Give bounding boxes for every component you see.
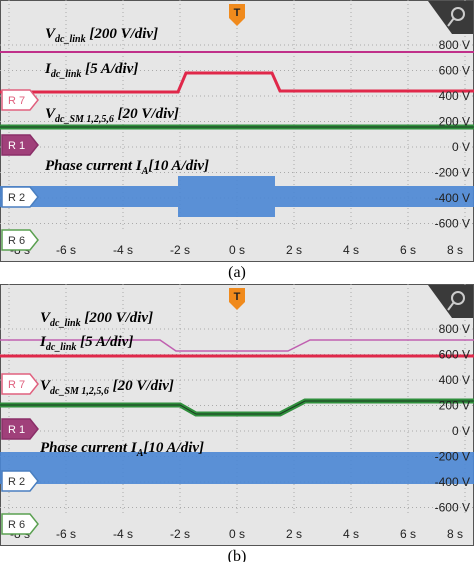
channel-label: R 6 bbox=[8, 519, 25, 531]
y-tick-label: -600 V bbox=[435, 501, 470, 515]
label-scale: [20 V/div] bbox=[109, 378, 174, 394]
label-symbol: I bbox=[39, 334, 47, 350]
y-tick-label: -400 V bbox=[435, 475, 470, 489]
figure-caption: (a) bbox=[228, 264, 246, 281]
channel-badge bbox=[1, 513, 39, 535]
trigger-label: T bbox=[234, 7, 241, 19]
channel-label: R 2 bbox=[8, 476, 25, 488]
zoom-icon bbox=[447, 301, 455, 311]
label-subscript: A bbox=[136, 448, 144, 459]
zoom-icon bbox=[451, 7, 465, 21]
y-tick-label: 400 V bbox=[439, 373, 470, 387]
x-tick-label: 0 s bbox=[229, 243, 245, 257]
y-tick-label: 200 V bbox=[439, 399, 470, 413]
x-tick-label: 2 s bbox=[286, 243, 302, 257]
channel-badge bbox=[1, 470, 39, 492]
waveform bbox=[0, 400, 474, 415]
waveform bbox=[0, 339, 474, 352]
x-tick-label: 6 s bbox=[400, 527, 416, 541]
x-tick-label: 6 s bbox=[400, 243, 416, 257]
waveform bbox=[0, 71, 474, 94]
channel-label: R 2 bbox=[8, 192, 25, 204]
x-tick-label: 8 s bbox=[447, 243, 463, 257]
channel-label: R 1 bbox=[8, 140, 25, 152]
y-tick-label: 0 V bbox=[452, 424, 470, 438]
channel-badge bbox=[1, 89, 39, 111]
channel-badge bbox=[1, 186, 39, 208]
channel-label: R 6 bbox=[8, 235, 25, 247]
y-tick-label: -600 V bbox=[435, 217, 470, 231]
label-subscript: dc_link bbox=[50, 318, 81, 329]
phase-current-trace bbox=[0, 176, 474, 217]
label-symbol: Phase current I bbox=[45, 158, 143, 174]
trace-label: Idc_link [5 A/div] bbox=[44, 61, 138, 80]
label-scale: [200 V/div] bbox=[86, 26, 159, 42]
channel-badge bbox=[1, 229, 39, 251]
channel-badge bbox=[1, 134, 39, 156]
channel-badge bbox=[1, 418, 39, 440]
x-tick-label: 2 s bbox=[286, 527, 302, 541]
label-symbol: V bbox=[45, 106, 57, 122]
x-tick-label: 4 s bbox=[343, 243, 359, 257]
y-tick-label: -200 V bbox=[435, 166, 470, 180]
trigger-marker bbox=[229, 288, 245, 310]
label-scale: [200 V/div] bbox=[81, 310, 154, 326]
trace-label: Vdc_link [200 V/div] bbox=[45, 26, 158, 45]
y-tick-label: 200 V bbox=[439, 115, 470, 129]
x-tick-label: -6 s bbox=[56, 243, 76, 257]
y-tick-label: 400 V bbox=[439, 89, 470, 103]
label-subscript: dc_SM 1,2,5,6 bbox=[50, 386, 109, 397]
x-tick-label: 8 s bbox=[447, 527, 463, 541]
label-scale: [10 A/div] bbox=[143, 440, 204, 456]
x-tick-label: 4 s bbox=[343, 527, 359, 541]
x-tick-label: -4 s bbox=[113, 527, 133, 541]
trace-label: Phase current IA[10 A/div] bbox=[40, 440, 204, 459]
y-tick-label: 600 V bbox=[439, 64, 470, 78]
zoom-icon bbox=[447, 17, 455, 27]
x-tick-label: -2 s bbox=[170, 527, 190, 541]
label-symbol: Phase current I bbox=[40, 440, 138, 456]
trace-label: Vdc_link [200 V/div] bbox=[40, 310, 153, 329]
channel-badge bbox=[1, 373, 39, 395]
y-tick-label: 800 V bbox=[439, 322, 470, 336]
label-symbol: V bbox=[40, 378, 52, 394]
y-tick-label: -400 V bbox=[435, 191, 470, 205]
y-tick-label: 0 V bbox=[452, 140, 470, 154]
label-scale: [5 A/div] bbox=[76, 334, 133, 350]
scope-panel: T Vdc_link [200 V/div] Idc_link [5 A/div] V… bbox=[0, 284, 474, 546]
figure-caption: (b) bbox=[228, 548, 247, 562]
label-symbol: V bbox=[40, 310, 52, 326]
y-tick-label: 800 V bbox=[439, 38, 470, 52]
label-scale: [10 A/div] bbox=[148, 158, 209, 174]
trace-label: Vdc_SM 1,2,5,6 [20 V/div] bbox=[45, 106, 179, 125]
phase-current-trace bbox=[0, 452, 474, 484]
y-tick-label: 600 V bbox=[439, 348, 470, 362]
label-symbol: V bbox=[45, 26, 57, 42]
label-scale: [20 V/div] bbox=[114, 106, 179, 122]
trace-label: Idc_link [5 A/div] bbox=[39, 334, 133, 353]
trace-label: Phase current IA[10 A/div] bbox=[45, 158, 209, 177]
channel-label: R 7 bbox=[8, 95, 25, 107]
channel-label: R 7 bbox=[8, 379, 25, 391]
label-subscript: dc_link bbox=[46, 342, 77, 353]
label-symbol: I bbox=[44, 61, 52, 77]
label-subscript: dc_SM 1,2,5,6 bbox=[55, 114, 114, 125]
channel-label: R 1 bbox=[8, 424, 25, 436]
trace-label: Vdc_SM 1,2,5,6 [20 V/div] bbox=[40, 378, 174, 397]
x-tick-label: -4 s bbox=[113, 243, 133, 257]
x-tick-label: -6 s bbox=[56, 527, 76, 541]
y-tick-label: -200 V bbox=[435, 450, 470, 464]
trigger-label: T bbox=[234, 291, 241, 303]
trigger-marker bbox=[229, 4, 245, 26]
x-tick-label: 0 s bbox=[229, 527, 245, 541]
label-subscript: dc_link bbox=[55, 34, 86, 45]
label-subscript: A bbox=[141, 166, 149, 177]
label-subscript: dc_link bbox=[51, 69, 82, 80]
scope-panel: T Vdc_link [200 V/div] Idc_link [5 A/div] V… bbox=[0, 0, 474, 262]
label-scale: [5 A/div] bbox=[81, 61, 138, 77]
zoom-icon bbox=[451, 291, 465, 305]
x-tick-label: -2 s bbox=[170, 243, 190, 257]
